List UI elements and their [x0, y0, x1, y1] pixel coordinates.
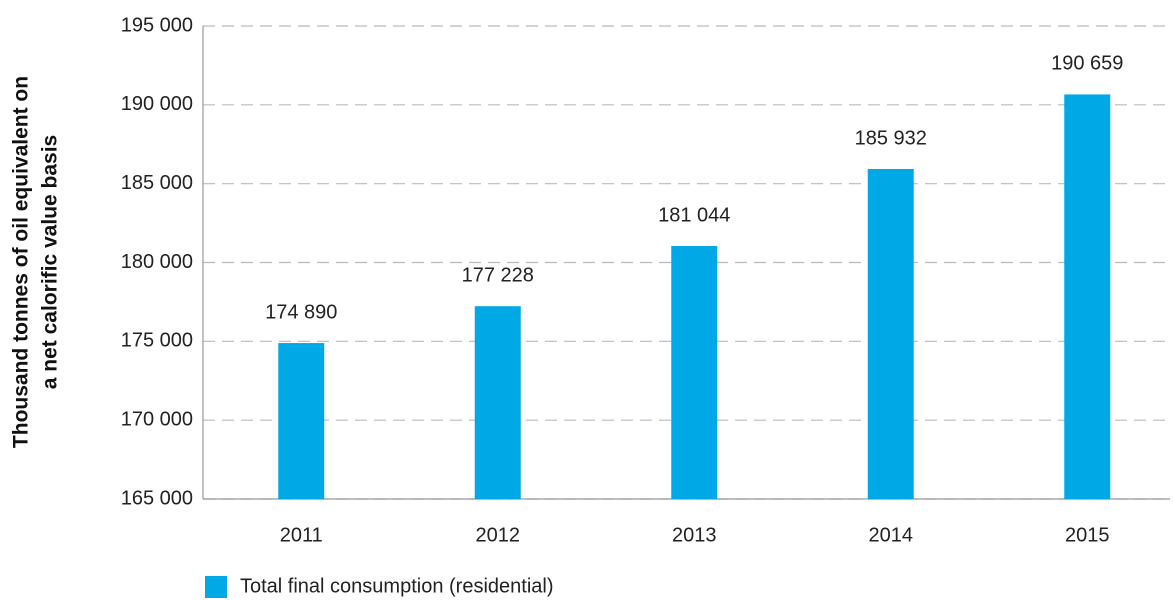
- bar: [671, 246, 718, 499]
- legend-swatch: [205, 576, 227, 598]
- x-tick-label: 2011: [280, 524, 323, 546]
- y-tick-label: 175 000: [121, 330, 193, 352]
- y-tick-label: 195 000: [121, 14, 193, 36]
- y-tick-label: 185 000: [121, 172, 193, 194]
- y-tick-label: 170 000: [121, 408, 193, 430]
- y-axis-title: a net calorific value basis: [39, 135, 62, 389]
- legend-label: Total final consumption (residential): [240, 575, 554, 597]
- value-label: 181 044: [658, 204, 730, 226]
- bar: [474, 306, 521, 499]
- bar: [1064, 94, 1111, 499]
- x-tick-label: 2013: [672, 524, 717, 546]
- value-label: 177 228: [462, 264, 534, 286]
- y-tick-label: 180 000: [121, 251, 193, 273]
- y-axis-title: Thousand tonnes of oil equivalent on: [10, 76, 33, 448]
- y-tick-label: 190 000: [121, 93, 193, 115]
- y-tick-label: 165 000: [121, 487, 193, 509]
- x-tick-label: 2012: [476, 524, 521, 546]
- value-label: 185 932: [855, 127, 927, 149]
- value-label: 190 659: [1051, 53, 1123, 75]
- x-tick-label: 2015: [1065, 524, 1110, 546]
- x-tick-label: 2014: [869, 524, 914, 546]
- bar: [867, 168, 914, 499]
- value-label: 174 890: [265, 301, 337, 323]
- bar: [278, 343, 325, 499]
